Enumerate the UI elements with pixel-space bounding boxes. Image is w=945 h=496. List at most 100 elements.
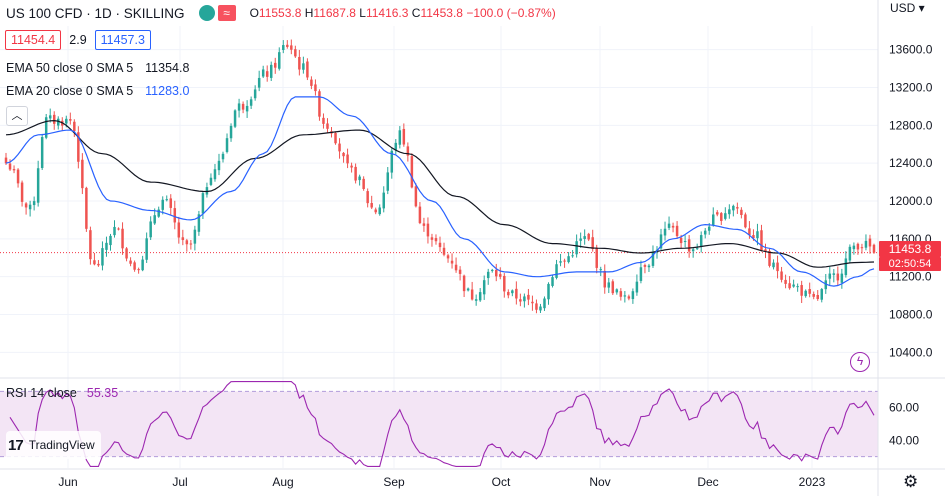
- market-status-icon[interactable]: [198, 5, 215, 21]
- candle-body: [237, 103, 241, 111]
- sell-button[interactable]: 11454.4: [5, 30, 62, 50]
- candle-body: [24, 203, 28, 208]
- time-tick-label: Nov: [589, 475, 610, 489]
- candle-body: [687, 239, 691, 252]
- candle-body: [378, 207, 381, 215]
- candle-body: [607, 282, 611, 288]
- candle-body: [575, 241, 578, 255]
- candle-body: [298, 56, 301, 70]
- candle-body: [245, 105, 249, 112]
- rsi-band-fill: [0, 391, 878, 457]
- candle-body: [639, 267, 643, 281]
- tv-mark-icon: 17: [8, 436, 24, 454]
- candle-body: [253, 89, 257, 99]
- candle-body: [410, 156, 414, 188]
- candle-body: [105, 242, 108, 250]
- candle-body: [145, 238, 148, 260]
- chevron-up-icon[interactable]: ︿: [6, 106, 28, 126]
- open-value: 11553.8: [258, 6, 302, 20]
- candle-body: [527, 294, 530, 300]
- candle-body: [647, 265, 651, 268]
- candle-body: [177, 222, 181, 238]
- candle-body: [535, 303, 538, 310]
- candle-body: [113, 226, 116, 236]
- candle-body: [812, 293, 815, 297]
- gear-icon[interactable]: ⚙: [903, 472, 919, 491]
- candle-body: [716, 212, 719, 215]
- candle-body: [728, 209, 731, 215]
- replay-button[interactable]: ≈: [217, 5, 236, 21]
- candle-body: [631, 291, 635, 300]
- candle-body: [225, 138, 229, 152]
- candle-body: [350, 165, 353, 168]
- ema50-line: [5, 119, 875, 268]
- candle-body: [643, 265, 647, 267]
- candle-body: [398, 130, 402, 145]
- time-tick-label: Dec: [697, 475, 718, 489]
- candle-body: [623, 295, 627, 297]
- candle-body: [20, 182, 24, 202]
- time-tick-label: Sep: [383, 475, 405, 489]
- candle-body: [856, 243, 860, 250]
- candle-body: [173, 208, 177, 223]
- candle-body: [780, 271, 783, 280]
- ema50-legend[interactable]: EMA 50 close 0 SMA 5 11354.8: [6, 61, 190, 75]
- candle-body: [165, 199, 168, 201]
- candle-body: [346, 154, 349, 164]
- candle-body: [213, 169, 217, 180]
- candle-body: [864, 240, 868, 248]
- candle-body: [36, 168, 40, 203]
- candle-body: [563, 260, 566, 262]
- candle-body: [338, 143, 341, 152]
- ema20-legend[interactable]: EMA 20 close 0 SMA 5 11283.0: [6, 84, 190, 98]
- candle-body: [571, 255, 574, 257]
- candle-body: [12, 169, 16, 171]
- candle-body: [651, 252, 655, 266]
- candle-body: [241, 103, 245, 110]
- candle-body: [507, 291, 510, 296]
- candle-body: [848, 246, 852, 261]
- candle-body: [519, 299, 522, 302]
- candle-body: [294, 49, 297, 57]
- currency-selector[interactable]: USD ▾: [890, 1, 925, 15]
- candle-body: [169, 198, 173, 208]
- candle-body: [221, 153, 225, 160]
- candle-body: [583, 236, 586, 239]
- candle-body: [486, 271, 490, 279]
- candle-body: [792, 284, 795, 287]
- rsi-legend[interactable]: RSI 14 close 55.35: [6, 386, 119, 400]
- tradingview-logo[interactable]: 17 TradingView: [6, 431, 101, 459]
- candle-body: [109, 235, 112, 246]
- candle-body: [193, 229, 197, 244]
- candle-body: [804, 290, 807, 297]
- buy-button[interactable]: 11457.3: [94, 30, 151, 50]
- candle-body: [744, 214, 747, 228]
- candle-body: [81, 159, 84, 189]
- candle-body: [48, 115, 52, 119]
- candle-body: [462, 275, 466, 292]
- high-value: 11687.8: [313, 6, 356, 20]
- candle-body: [326, 123, 329, 129]
- candle-body: [860, 247, 864, 249]
- lightning-icon[interactable]: ϟ: [850, 352, 870, 372]
- rsi-line: [9, 381, 875, 467]
- candle-body: [390, 150, 394, 173]
- close-value: 11453.8: [420, 6, 463, 20]
- candle-body: [595, 247, 598, 268]
- candle-body: [490, 269, 494, 271]
- candle-body: [808, 289, 811, 294]
- candle-body: [318, 91, 321, 117]
- candle-body: [269, 64, 273, 78]
- candle-body: [93, 260, 96, 265]
- candle-body: [249, 99, 253, 106]
- candle-body: [314, 84, 317, 92]
- ema20-line: [5, 96, 875, 287]
- candle-body: [603, 270, 607, 288]
- candle-body: [474, 299, 478, 301]
- candle-body: [205, 187, 209, 195]
- time-tick-label: Oct: [492, 475, 511, 489]
- symbol-title[interactable]: US 100 CFD · 1D · SKILLING: [6, 5, 185, 21]
- candle-body: [77, 132, 80, 162]
- rsi-tick-label: 60.00: [889, 401, 919, 415]
